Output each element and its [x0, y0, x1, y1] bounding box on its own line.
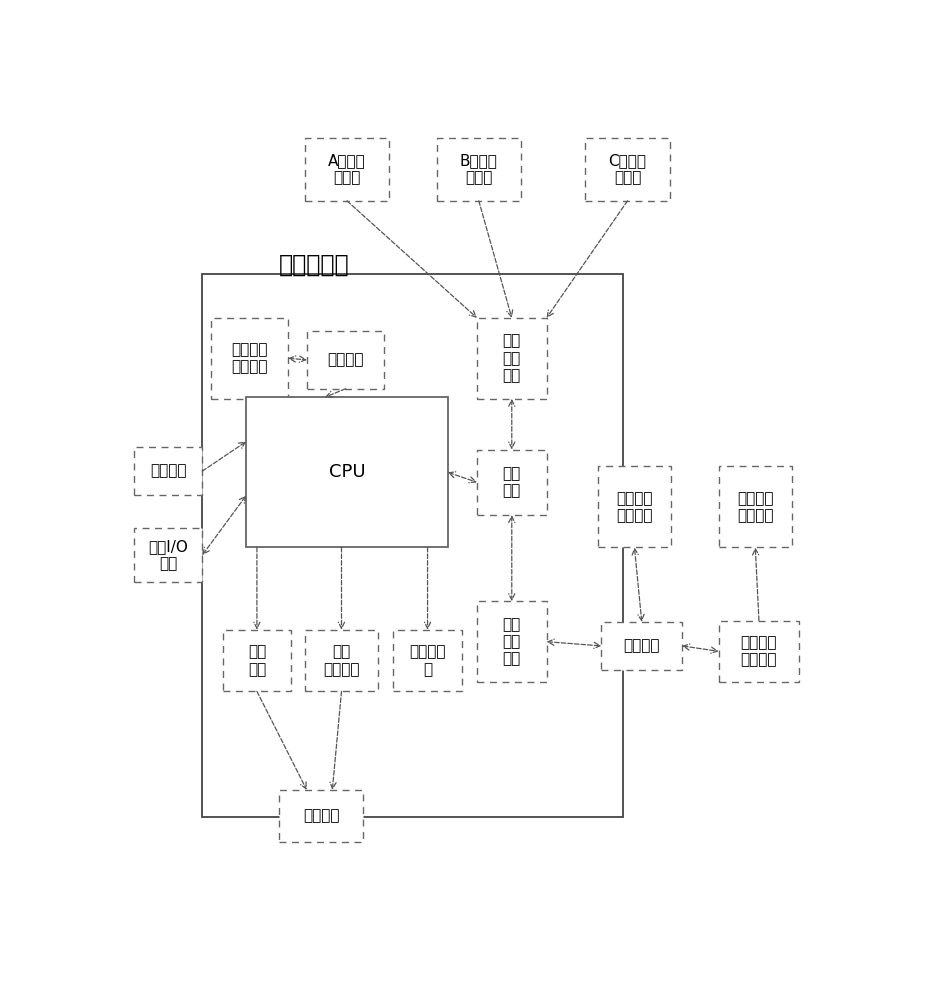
FancyBboxPatch shape — [598, 466, 670, 547]
FancyBboxPatch shape — [600, 622, 682, 670]
FancyBboxPatch shape — [584, 138, 669, 201]
FancyBboxPatch shape — [279, 790, 363, 842]
FancyBboxPatch shape — [202, 274, 623, 817]
FancyBboxPatch shape — [436, 138, 520, 201]
FancyBboxPatch shape — [305, 138, 389, 201]
FancyBboxPatch shape — [477, 450, 546, 515]
FancyBboxPatch shape — [307, 331, 383, 389]
Text: 电源模块: 电源模块 — [150, 464, 186, 479]
Text: 通信
接口: 通信 接口 — [502, 466, 520, 498]
Text: 采集控制器: 采集控制器 — [279, 253, 349, 277]
FancyBboxPatch shape — [134, 528, 202, 582]
Text: 母线电压
采集装置: 母线电压 采集装置 — [740, 635, 776, 668]
Text: 卫星时间
同步装置: 卫星时间 同步装置 — [736, 491, 773, 523]
FancyBboxPatch shape — [477, 318, 546, 399]
Text: A相采集
指示器: A相采集 指示器 — [328, 153, 365, 185]
FancyBboxPatch shape — [393, 630, 462, 691]
FancyBboxPatch shape — [477, 601, 546, 682]
FancyBboxPatch shape — [223, 630, 291, 691]
Text: 远程
通信
模块: 远程 通信 模块 — [502, 617, 520, 667]
Text: B相采集
指示器: B相采集 指示器 — [460, 153, 497, 185]
FancyBboxPatch shape — [717, 620, 799, 682]
FancyBboxPatch shape — [246, 397, 447, 547]
Text: CPU: CPU — [329, 463, 365, 481]
FancyBboxPatch shape — [305, 630, 378, 691]
Text: 外部设备: 外部设备 — [303, 809, 339, 824]
Text: C相采集
指示器: C相采集 指示器 — [608, 153, 646, 185]
Text: 控制
接口: 控制 接口 — [247, 644, 266, 677]
Text: 状态
采集接口: 状态 采集接口 — [323, 644, 360, 677]
Text: 卫星时间
同步模块: 卫星时间 同步模块 — [231, 342, 267, 375]
Text: 数据存储
器: 数据存储 器 — [409, 644, 446, 677]
FancyBboxPatch shape — [211, 318, 288, 399]
FancyBboxPatch shape — [134, 447, 202, 495]
Text: 时钟芯片: 时钟芯片 — [327, 352, 363, 367]
Text: 本地
通信
模块: 本地 通信 模块 — [502, 333, 520, 383]
FancyBboxPatch shape — [717, 466, 791, 547]
Text: 卫星时间
同步装置: 卫星时间 同步装置 — [615, 491, 652, 523]
Text: 本地I/O
设备: 本地I/O 设备 — [148, 539, 188, 571]
Text: 远程主站: 远程主站 — [623, 638, 659, 653]
